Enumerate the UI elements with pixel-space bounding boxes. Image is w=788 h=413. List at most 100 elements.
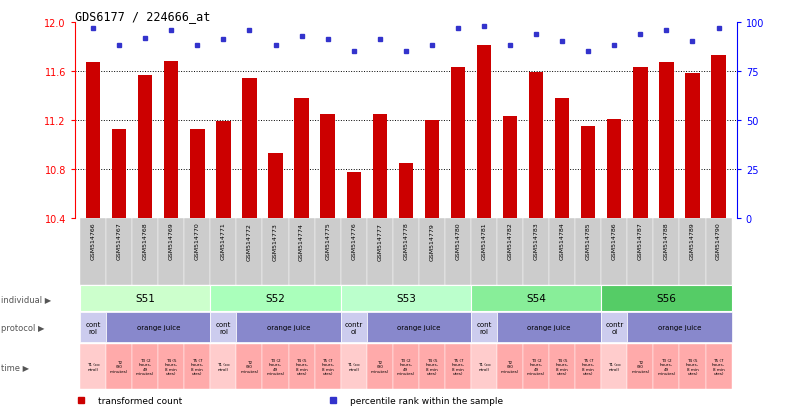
Bar bbox=[399, 164, 413, 219]
Text: T4 (5
hours,
8 min
utes): T4 (5 hours, 8 min utes) bbox=[556, 358, 569, 375]
Text: protocol ▶: protocol ▶ bbox=[1, 323, 44, 332]
Text: T1 (co
ntrol): T1 (co ntrol) bbox=[348, 362, 360, 371]
Bar bbox=[634, 68, 648, 219]
Bar bbox=[660, 63, 674, 219]
Text: orange juice: orange juice bbox=[658, 324, 701, 330]
Bar bbox=[497, 313, 601, 342]
Text: S52: S52 bbox=[266, 293, 285, 304]
Bar bbox=[288, 344, 314, 389]
Text: T1 (co
ntrol): T1 (co ntrol) bbox=[478, 362, 490, 371]
Bar bbox=[497, 344, 523, 389]
Text: GSM514774: GSM514774 bbox=[299, 222, 304, 260]
Text: T3 (2
hours,
49
minutes): T3 (2 hours, 49 minutes) bbox=[396, 358, 415, 375]
Text: GSM514778: GSM514778 bbox=[403, 222, 408, 260]
Bar bbox=[392, 344, 419, 389]
Bar bbox=[555, 99, 570, 219]
Text: T2
(90
minutes): T2 (90 minutes) bbox=[501, 360, 519, 373]
Bar bbox=[373, 115, 387, 219]
Bar bbox=[236, 344, 262, 389]
Bar bbox=[112, 129, 126, 219]
Bar bbox=[132, 344, 158, 389]
Text: orange juice: orange juice bbox=[397, 324, 440, 330]
Text: T1 (co
ntrol): T1 (co ntrol) bbox=[217, 362, 230, 371]
Bar bbox=[471, 285, 601, 311]
Bar bbox=[236, 219, 262, 285]
Text: T3 (2
hours,
49
minutes): T3 (2 hours, 49 minutes) bbox=[136, 358, 154, 375]
Text: T5 (7
hours,
8 min
utes): T5 (7 hours, 8 min utes) bbox=[712, 358, 725, 375]
Bar bbox=[679, 344, 705, 389]
Text: GSM514779: GSM514779 bbox=[429, 222, 434, 260]
Bar bbox=[529, 73, 543, 219]
Text: GSM514776: GSM514776 bbox=[351, 222, 356, 260]
Bar bbox=[262, 344, 288, 389]
Text: GSM514767: GSM514767 bbox=[117, 222, 121, 260]
Text: orange juice: orange juice bbox=[267, 324, 310, 330]
Bar bbox=[366, 344, 392, 389]
Bar bbox=[653, 344, 679, 389]
Bar bbox=[314, 344, 340, 389]
Bar bbox=[419, 344, 445, 389]
Text: GDS6177 / 224666_at: GDS6177 / 224666_at bbox=[75, 10, 210, 23]
Bar bbox=[523, 344, 549, 389]
Bar bbox=[190, 129, 205, 219]
Text: contr
ol: contr ol bbox=[344, 321, 362, 334]
Bar bbox=[210, 344, 236, 389]
Bar bbox=[216, 122, 231, 219]
Bar bbox=[549, 344, 575, 389]
Bar bbox=[80, 313, 106, 342]
Bar bbox=[425, 121, 439, 219]
Bar bbox=[80, 344, 106, 389]
Text: orange juice: orange juice bbox=[527, 324, 571, 330]
Text: transformed count: transformed count bbox=[98, 396, 182, 405]
Bar bbox=[210, 313, 236, 342]
Bar bbox=[445, 219, 471, 285]
Text: GSM514770: GSM514770 bbox=[195, 222, 200, 260]
Text: GSM514773: GSM514773 bbox=[273, 222, 278, 260]
Bar bbox=[471, 313, 497, 342]
Text: T5 (7
hours,
8 min
utes): T5 (7 hours, 8 min utes) bbox=[322, 358, 334, 375]
Bar bbox=[340, 313, 366, 342]
Text: T2
(90
minutes): T2 (90 minutes) bbox=[370, 360, 389, 373]
Text: GSM514783: GSM514783 bbox=[533, 222, 539, 260]
Bar bbox=[158, 344, 184, 389]
Text: T4 (5
hours,
8 min
utes): T4 (5 hours, 8 min utes) bbox=[686, 358, 699, 375]
Text: T2
(90
minutes): T2 (90 minutes) bbox=[631, 360, 649, 373]
Bar bbox=[295, 99, 309, 219]
Bar bbox=[686, 74, 700, 219]
Text: T1 (co
ntrol): T1 (co ntrol) bbox=[87, 362, 99, 371]
Bar bbox=[340, 219, 366, 285]
Text: individual ▶: individual ▶ bbox=[1, 294, 51, 303]
Bar bbox=[106, 313, 210, 342]
Text: T3 (2
hours,
49
minutes): T3 (2 hours, 49 minutes) bbox=[657, 358, 675, 375]
Bar bbox=[627, 344, 653, 389]
Text: GSM514772: GSM514772 bbox=[247, 222, 252, 260]
Text: T4 (5
hours,
8 min
utes): T4 (5 hours, 8 min utes) bbox=[165, 358, 178, 375]
Bar bbox=[549, 219, 575, 285]
Bar bbox=[340, 344, 366, 389]
Bar bbox=[80, 285, 210, 311]
Text: cont
rol: cont rol bbox=[85, 321, 101, 334]
Bar bbox=[445, 344, 471, 389]
Bar bbox=[132, 219, 158, 285]
Bar bbox=[601, 219, 627, 285]
Text: T2
(90
minutes): T2 (90 minutes) bbox=[110, 360, 128, 373]
Bar bbox=[164, 62, 178, 219]
Bar bbox=[210, 285, 340, 311]
Bar bbox=[627, 313, 731, 342]
Bar bbox=[679, 219, 705, 285]
Text: GSM514787: GSM514787 bbox=[637, 222, 643, 260]
Text: GSM514768: GSM514768 bbox=[143, 222, 147, 260]
Bar bbox=[340, 285, 471, 311]
Bar bbox=[80, 219, 106, 285]
Bar bbox=[184, 344, 210, 389]
Bar bbox=[477, 46, 491, 219]
Bar bbox=[471, 344, 497, 389]
Bar bbox=[523, 219, 549, 285]
Text: cont
rol: cont rol bbox=[476, 321, 492, 334]
Text: T5 (7
hours,
8 min
utes): T5 (7 hours, 8 min utes) bbox=[191, 358, 204, 375]
Text: T5 (7
hours,
8 min
utes): T5 (7 hours, 8 min utes) bbox=[582, 358, 595, 375]
Text: GSM514771: GSM514771 bbox=[221, 222, 226, 260]
Bar bbox=[607, 120, 622, 219]
Bar bbox=[366, 219, 392, 285]
Text: GSM514784: GSM514784 bbox=[559, 222, 565, 260]
